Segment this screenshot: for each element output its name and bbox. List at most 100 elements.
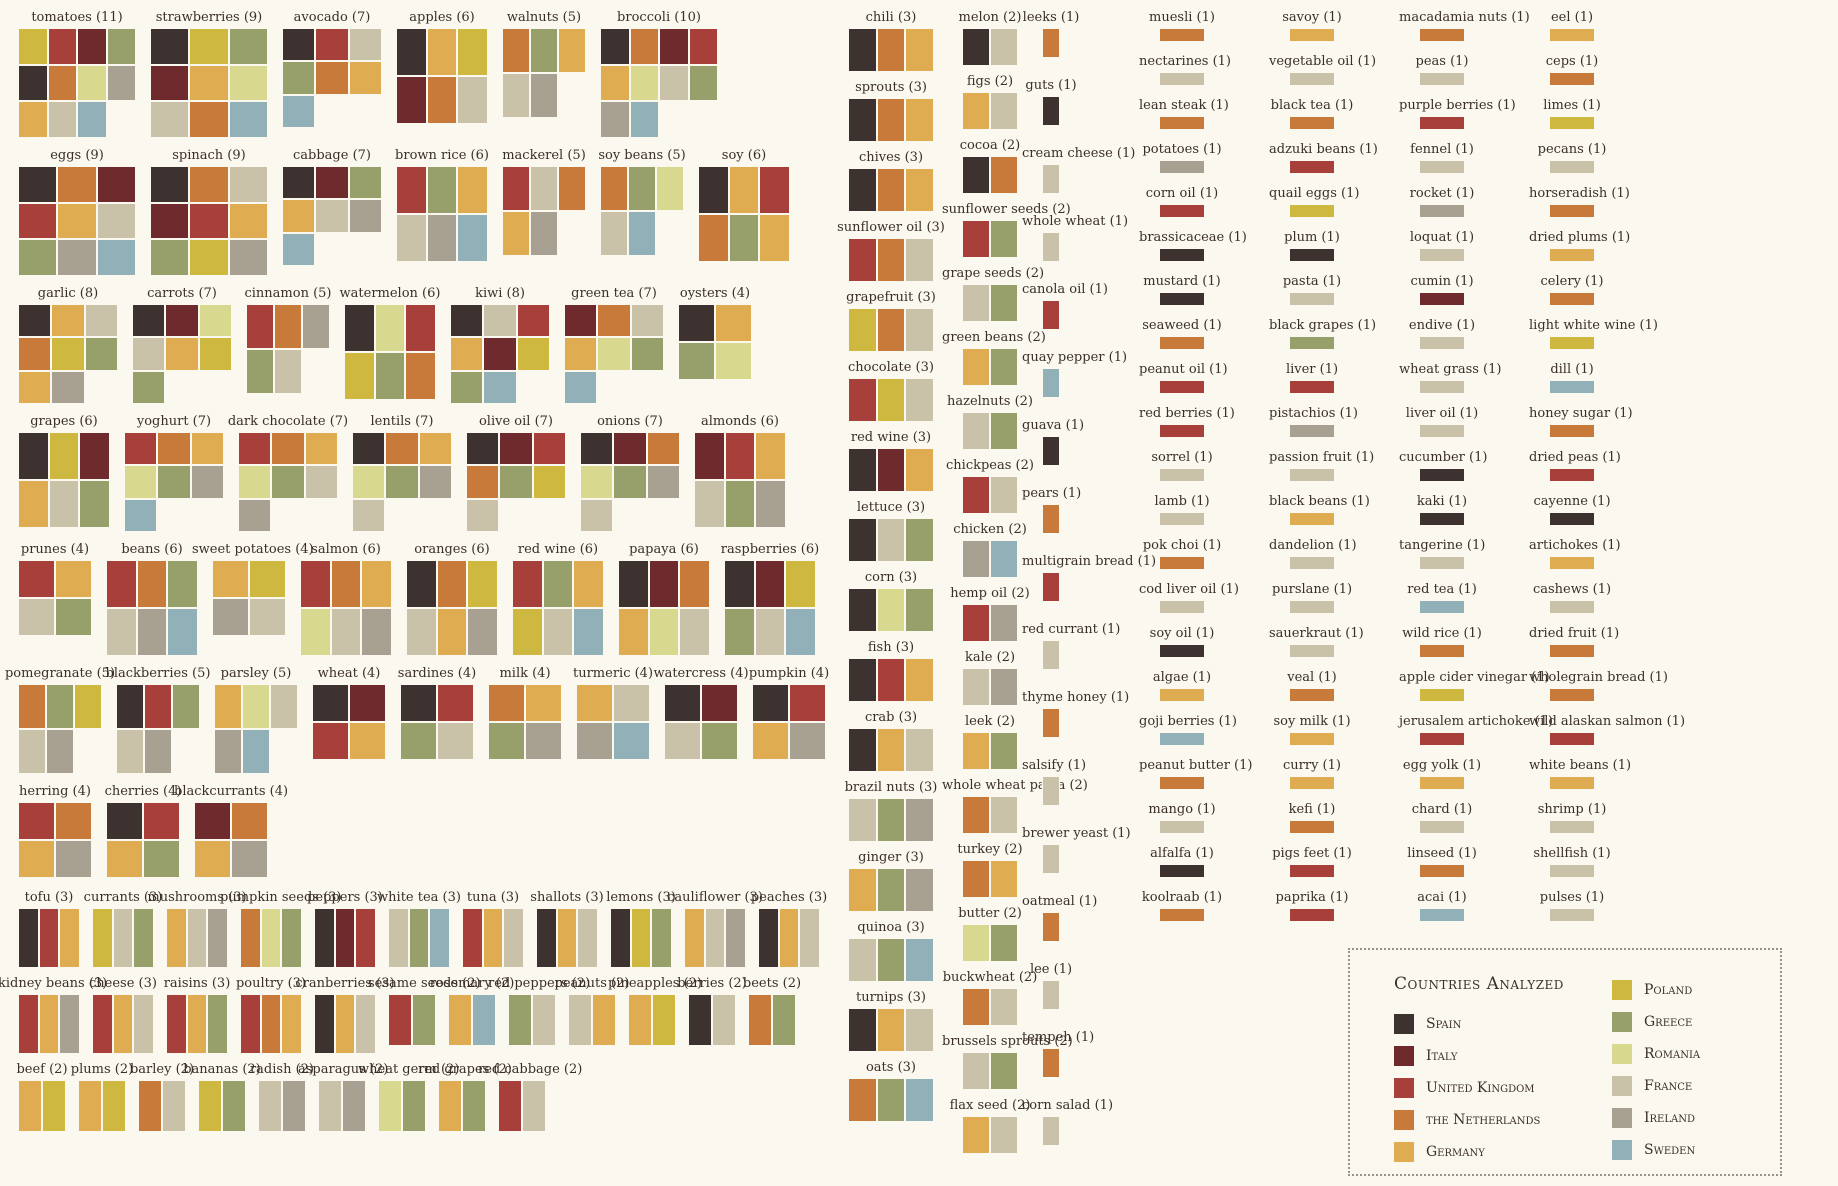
food-label: cauliflower (3)	[667, 890, 763, 905]
food-treemap	[406, 560, 498, 656]
country-rect	[600, 211, 628, 256]
food-cell: cinnamon (5)	[244, 286, 332, 394]
country-rect	[1289, 732, 1335, 746]
food-label: egg yolk (1)	[1402, 758, 1482, 773]
country-rect	[18, 994, 39, 1054]
food-cell: shrimp (1)	[1538, 802, 1606, 834]
country-rect	[18, 28, 48, 65]
food-label: paprika (1)	[1275, 890, 1349, 905]
country-rect	[990, 860, 1018, 898]
country-rect	[18, 202, 58, 240]
food-treemap	[1549, 28, 1595, 42]
country-rect	[157, 432, 191, 466]
country-rect	[51, 370, 85, 404]
country-rect	[508, 994, 532, 1046]
food-label: lemons (3)	[606, 890, 676, 905]
country-rect	[426, 214, 458, 262]
food-label: multigrain bread (1)	[1022, 554, 1157, 569]
country-rect	[1042, 96, 1060, 126]
food-treemap	[1042, 1048, 1060, 1078]
food-treemap	[1042, 28, 1060, 58]
country-rect	[876, 378, 906, 422]
food-label: limes (1)	[1543, 98, 1601, 113]
food-label: pineapples (2)	[608, 976, 703, 991]
food-label: cranberries (3)	[295, 976, 395, 991]
food-treemap	[1159, 424, 1205, 438]
food-treemap	[848, 728, 934, 772]
country-rect	[990, 604, 1018, 642]
food-treemap	[1419, 600, 1465, 614]
country-rect	[302, 304, 330, 349]
food-cell: hazelnuts (2)	[947, 394, 1033, 450]
food-label: brazil nuts (3)	[844, 780, 938, 795]
country-rect	[429, 908, 450, 968]
food-label: asparagus (2)	[298, 1062, 389, 1077]
food-cell: dill (1)	[1549, 362, 1595, 394]
food-cell: brassicaceae (1)	[1139, 230, 1247, 262]
food-cell: cucumber (1)	[1399, 450, 1487, 482]
food-cell: poultry (3)	[236, 976, 306, 1054]
food-label: beef (2)	[16, 1062, 68, 1077]
food-treemap	[962, 92, 1018, 130]
food-cell: hemp oil (2)	[950, 586, 1030, 642]
food-label: soy (6)	[721, 148, 767, 163]
country-rect	[1159, 820, 1205, 834]
country-rect	[312, 722, 349, 760]
food-cell: algae (1)	[1153, 670, 1211, 702]
food-treemap	[138, 1080, 186, 1132]
food-cell: papaya (6)	[618, 542, 710, 656]
food-treemap	[1042, 844, 1060, 874]
food-treemap	[1419, 336, 1465, 350]
country-rect	[1042, 708, 1060, 738]
country-rect	[18, 1080, 42, 1132]
food-treemap	[352, 432, 452, 532]
legend-swatch	[1394, 1046, 1414, 1066]
country-rect	[282, 28, 316, 62]
food-treemap	[400, 684, 474, 760]
country-rect	[990, 476, 1018, 514]
food-treemap	[848, 448, 934, 492]
food-cell: raisins (3)	[164, 976, 230, 1054]
food-cell: berries (2)	[677, 976, 747, 1046]
food-treemap	[568, 994, 616, 1046]
food-label: thyme honey (1)	[1022, 690, 1130, 705]
country-rect	[1159, 116, 1205, 130]
legend-label: the Netherlands	[1426, 1112, 1541, 1128]
food-treemap	[18, 684, 102, 774]
food-cell: pecans (1)	[1538, 142, 1606, 174]
country-rect	[240, 908, 261, 968]
country-rect	[334, 908, 356, 968]
country-rect	[962, 1116, 990, 1154]
country-rect	[848, 238, 877, 282]
food-treemap	[1042, 300, 1060, 330]
country-rect	[42, 1080, 66, 1132]
country-rect	[78, 1080, 102, 1132]
food-treemap	[378, 1080, 426, 1132]
food-label: quail eggs (1)	[1269, 186, 1360, 201]
country-rect	[344, 352, 375, 400]
country-rect	[1549, 820, 1595, 834]
food-treemap	[1419, 204, 1465, 218]
country-rect	[1289, 204, 1335, 218]
food-treemap	[1289, 820, 1335, 834]
food-label: canola oil (1)	[1022, 282, 1108, 297]
food-treemap	[1159, 556, 1205, 570]
food-label: dark chocolate (7)	[227, 414, 349, 429]
food-cell: red wine (3)	[848, 430, 934, 492]
food-cell: savoy (1)	[1282, 10, 1342, 42]
country-rect	[1419, 688, 1465, 702]
food-treemap	[18, 166, 136, 276]
food-cell: cheese (3)	[89, 976, 157, 1054]
food-label: onions (7)	[597, 414, 663, 429]
country-rect	[1419, 820, 1465, 834]
food-cell: koolraab (1)	[1142, 890, 1222, 922]
country-rect	[752, 684, 789, 722]
country-rect	[698, 166, 729, 214]
country-rect	[679, 608, 710, 656]
country-rect	[1419, 908, 1465, 922]
country-rect	[198, 1080, 222, 1132]
food-label: whole wheat (1)	[1022, 214, 1129, 229]
food-cell: fish (3)	[848, 640, 934, 702]
food-cell: honey sugar (1)	[1529, 406, 1633, 438]
country-rect	[1419, 556, 1465, 570]
